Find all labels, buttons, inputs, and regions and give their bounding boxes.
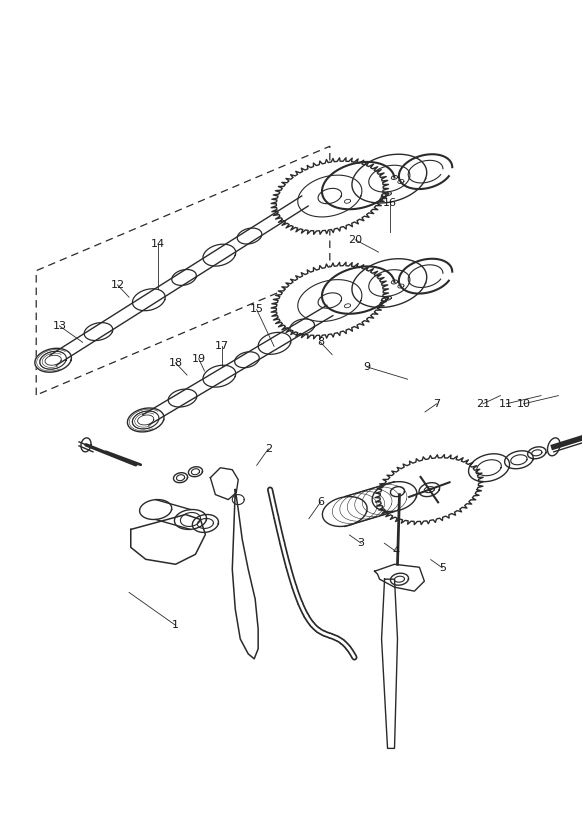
Polygon shape [375, 455, 483, 525]
Text: 21: 21 [476, 399, 490, 409]
Polygon shape [290, 319, 314, 335]
Polygon shape [174, 473, 188, 483]
Text: 7: 7 [433, 399, 440, 409]
Polygon shape [128, 408, 164, 432]
Text: 19: 19 [192, 353, 206, 363]
Polygon shape [381, 579, 398, 748]
Polygon shape [232, 489, 258, 659]
Polygon shape [203, 244, 236, 266]
Text: 18: 18 [168, 358, 182, 368]
Text: 11: 11 [499, 399, 513, 409]
Text: 12: 12 [110, 280, 125, 290]
Polygon shape [391, 487, 405, 497]
Polygon shape [203, 365, 236, 387]
Polygon shape [131, 514, 205, 564]
Polygon shape [469, 454, 510, 482]
Text: 8: 8 [317, 337, 324, 347]
Polygon shape [172, 269, 196, 285]
Text: 13: 13 [52, 321, 66, 331]
Polygon shape [192, 514, 219, 532]
Polygon shape [168, 389, 197, 407]
Polygon shape [528, 447, 546, 459]
Text: 15: 15 [250, 305, 264, 315]
Polygon shape [81, 438, 91, 452]
Polygon shape [271, 262, 388, 339]
Text: 5: 5 [439, 563, 446, 573]
Text: 3: 3 [357, 538, 364, 548]
Text: 9: 9 [363, 362, 370, 372]
Polygon shape [391, 574, 409, 585]
Polygon shape [35, 349, 71, 372]
Polygon shape [139, 499, 172, 519]
Polygon shape [505, 451, 533, 469]
Text: 2: 2 [265, 444, 272, 454]
Text: 1: 1 [172, 620, 179, 630]
Text: 6: 6 [317, 497, 324, 508]
Polygon shape [188, 466, 202, 477]
Text: 20: 20 [348, 235, 363, 245]
Polygon shape [271, 157, 388, 234]
Text: 4: 4 [392, 546, 399, 556]
Polygon shape [132, 288, 165, 311]
Polygon shape [547, 438, 560, 456]
Text: 17: 17 [215, 341, 229, 351]
Text: 10: 10 [517, 399, 531, 409]
Polygon shape [174, 509, 206, 530]
Polygon shape [235, 352, 259, 368]
Polygon shape [237, 228, 262, 244]
Text: 14: 14 [151, 239, 165, 249]
Polygon shape [372, 482, 417, 512]
Polygon shape [84, 323, 113, 340]
Text: 16: 16 [383, 198, 397, 208]
Polygon shape [375, 564, 424, 591]
Polygon shape [322, 497, 367, 527]
Polygon shape [258, 332, 291, 354]
Polygon shape [210, 468, 238, 499]
